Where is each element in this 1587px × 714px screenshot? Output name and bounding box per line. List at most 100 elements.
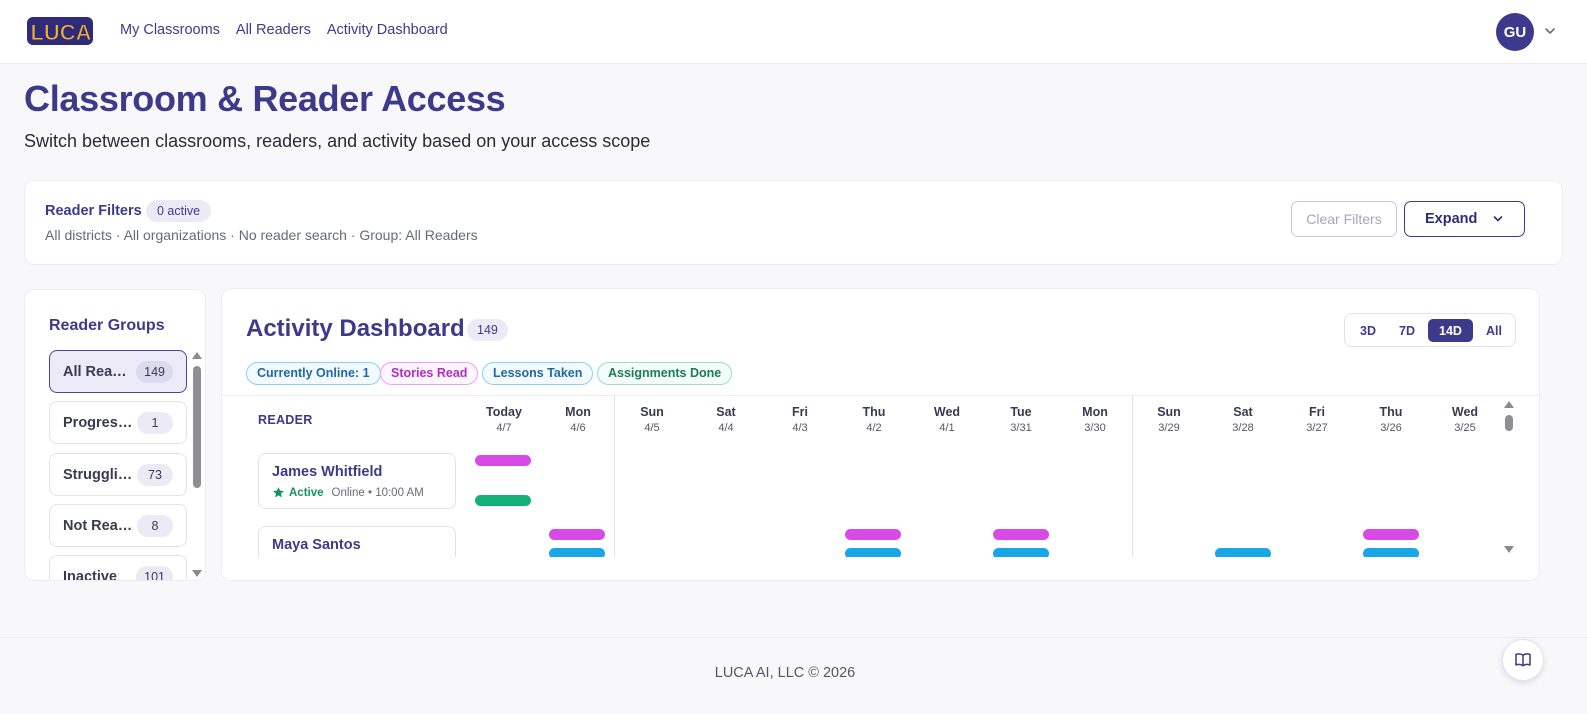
day-date: 4/4 (718, 422, 734, 434)
day-name: Fri (792, 405, 808, 419)
range-all-button[interactable]: All (1478, 319, 1510, 342)
filters-title: Reader Filters (45, 203, 142, 219)
day-name: Sat (716, 405, 736, 419)
reader-status: Active Online • 10:00 AM (272, 486, 424, 499)
day-name: Fri (1309, 405, 1325, 419)
main-nav: My Classrooms All Readers Activity Dashb… (120, 22, 448, 38)
activity-bar-stories[interactable] (993, 529, 1049, 540)
activity-dashboard-card: Activity Dashboard 149 3D 7D 14D All Cur… (221, 288, 1540, 581)
day-column-header: Today 4/7 (467, 405, 541, 434)
activity-count-badge: 149 (467, 319, 508, 341)
day-column-header: Sat 4/4 (689, 405, 763, 434)
page-title: Classroom & Reader Access (24, 78, 506, 119)
group-item-not-reading[interactable]: Not Reading 8 (49, 504, 187, 547)
scroll-down-arrow[interactable] (192, 570, 202, 577)
day-column-header: Sat 3/28 (1206, 405, 1280, 434)
footer: LUCA AI, LLC © 2026 (0, 637, 1587, 714)
legend-stories-read[interactable]: Stories Read (380, 362, 479, 385)
activity-title: Activity Dashboard (246, 315, 465, 342)
day-date: 3/26 (1380, 422, 1402, 434)
filters-summary: All districts · All organizations · No r… (45, 227, 478, 243)
activity-bar-lessons[interactable] (1363, 548, 1419, 559)
groups-title: Reader Groups (49, 317, 165, 334)
day-name: Sun (640, 405, 664, 419)
range-14d-button[interactable]: 14D (1428, 319, 1473, 342)
reader-filters-card: Reader Filters 0 active All districts · … (24, 180, 1563, 265)
group-count: 149 (136, 361, 173, 383)
chevron-down-icon (1493, 216, 1503, 222)
day-date: 4/2 (866, 422, 882, 434)
week-divider (614, 396, 615, 556)
expand-filters-button[interactable]: Expand (1404, 201, 1525, 237)
activity-bar-stories[interactable] (1363, 529, 1419, 540)
group-item-struggling[interactable]: Struggling 73 (49, 453, 187, 496)
group-count: 8 (137, 515, 173, 537)
day-date: 4/3 (792, 422, 808, 434)
scroll-up-arrow[interactable] (192, 352, 202, 359)
day-date: 3/27 (1306, 422, 1328, 434)
luca-logo[interactable]: LUCA (26, 13, 96, 49)
day-name: Sat (1233, 405, 1253, 419)
week-divider (1132, 396, 1133, 556)
group-label: Not Reading (63, 518, 135, 534)
activity-bar-stories[interactable] (549, 529, 605, 540)
logo-text: LUCA (30, 20, 91, 45)
reader-column-header: READER (258, 413, 313, 427)
activity-bar-stories[interactable] (845, 529, 901, 540)
reader-card-james-whitfield[interactable]: James Whitfield Active Online • 10:00 AM (258, 453, 456, 509)
scrollbar-thumb[interactable] (193, 366, 201, 488)
book-icon (1515, 653, 1531, 667)
day-column-header: Thu 4/2 (837, 405, 911, 434)
nav-activity-dashboard[interactable]: Activity Dashboard (326, 22, 448, 38)
day-date: 4/7 (496, 422, 512, 434)
activity-bar-lessons[interactable] (845, 548, 901, 559)
activity-bar-lessons[interactable] (549, 548, 605, 559)
legend-lessons-taken[interactable]: Lessons Taken (482, 362, 594, 385)
group-count: 73 (137, 464, 173, 486)
legend-currently-online[interactable]: Currently Online: 1 (246, 362, 381, 385)
grid-scroll-down-arrow[interactable] (1504, 546, 1514, 553)
day-name: Mon (565, 405, 591, 419)
day-column-header: Fri 3/27 (1280, 405, 1354, 434)
activity-bar-assignments[interactable] (475, 495, 531, 506)
chevron-down-icon[interactable] (1543, 24, 1557, 38)
group-item-progressing[interactable]: Progressing 1 (49, 401, 187, 444)
day-date: 3/25 (1454, 422, 1476, 434)
legend-assignments-done[interactable]: Assignments Done (597, 362, 733, 385)
footer-copyright: LUCA AI, LLC © 2026 (714, 665, 856, 681)
user-avatar[interactable]: GU (1496, 13, 1534, 51)
range-3d-button[interactable]: 3D (1353, 319, 1383, 342)
day-date: 4/5 (644, 422, 660, 434)
group-label: Inactive (63, 569, 117, 581)
activity-bar-stories[interactable] (475, 455, 531, 466)
day-name: Tue (1010, 405, 1032, 419)
reader-name: James Whitfield (272, 464, 383, 480)
day-column-header: Wed 4/1 (910, 405, 984, 434)
clear-filters-button[interactable]: Clear Filters (1291, 201, 1397, 237)
grid-scroll-up-arrow[interactable] (1504, 401, 1514, 408)
page-subtitle: Switch between classrooms, readers, and … (24, 131, 651, 151)
help-guide-button[interactable] (1502, 639, 1544, 681)
range-7d-button[interactable]: 7D (1391, 319, 1423, 342)
day-column-header: Fri 4/3 (763, 405, 837, 434)
activity-bar-lessons[interactable] (993, 548, 1049, 559)
status-detail: Online • 10:00 AM (331, 486, 424, 499)
activity-bar-lessons[interactable] (1215, 548, 1271, 559)
day-date: 3/28 (1232, 422, 1254, 434)
reader-name: Maya Santos (272, 537, 361, 553)
day-date: 4/1 (939, 422, 955, 434)
day-name: Wed (933, 405, 961, 419)
day-column-header: Mon 3/30 (1058, 405, 1132, 434)
nav-all-readers[interactable]: All Readers (235, 22, 311, 38)
day-name: Today (486, 405, 522, 419)
day-date: 3/31 (1010, 422, 1032, 434)
day-column-header: Sun 4/5 (615, 405, 689, 434)
group-item-inactive[interactable]: Inactive 101 (49, 555, 187, 581)
grid-divider (222, 395, 1539, 396)
nav-my-classrooms[interactable]: My Classrooms (120, 22, 220, 38)
day-date: 3/30 (1084, 422, 1106, 434)
day-name: Sun (1157, 405, 1181, 419)
group-item-all-readers[interactable]: All Readers 149 (49, 350, 187, 393)
grid-scrollbar-thumb[interactable] (1505, 415, 1513, 431)
day-date: 4/6 (570, 422, 586, 434)
